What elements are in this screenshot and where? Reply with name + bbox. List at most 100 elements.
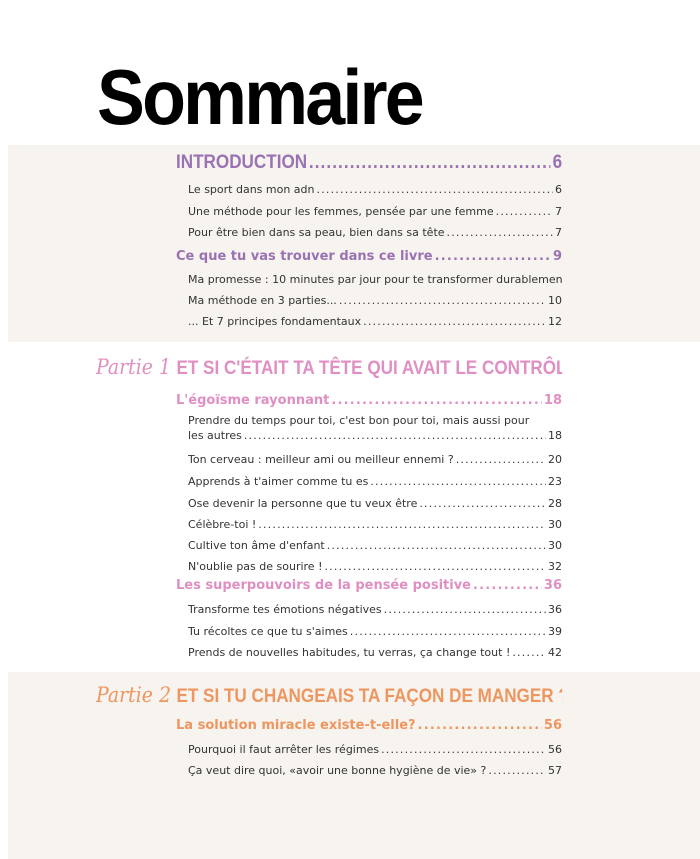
entry-title: Ton cerveau : meilleur ami ou meilleur e… <box>188 453 454 466</box>
entry-title: Pourquoi il faut arrêter les régimes <box>188 743 380 756</box>
intro-heading[interactable]: INTRODUCTION 6 <box>176 152 562 174</box>
entry-title: Les superpouvoirs de la pensée positive <box>176 578 471 593</box>
intro-band <box>8 145 700 342</box>
page-number: 57 <box>548 764 562 777</box>
toc-item[interactable]: ... Et 7 principes fondamentaux 12 <box>188 315 562 328</box>
toc-item[interactable]: Cultive ton âme d'enfant 30 <box>188 539 562 552</box>
partie1-heading[interactable]: Partie 1 ET SI C'ÉTAIT TA TÊTE QUI AVAIT … <box>96 354 562 382</box>
leader-dots <box>258 518 546 531</box>
entry-title: Ma promesse : 10 minutes par jour pour t… <box>188 273 562 286</box>
page-number: 32 <box>548 560 562 573</box>
leader-dots <box>309 152 551 174</box>
leader-dots <box>435 249 551 265</box>
toc-item[interactable]: Une méthode pour les femmes, pensée par … <box>188 205 562 218</box>
page-number: 6 <box>555 183 562 196</box>
leader-dots <box>496 205 553 218</box>
toc-item[interactable]: Pourquoi il faut arrêter les régimes 56 <box>188 743 562 756</box>
entry-title: Célèbre-toi ! <box>188 518 257 531</box>
section-heading[interactable]: La solution miracle existe-t-elle? 56 <box>176 718 562 734</box>
leader-dots <box>512 646 546 659</box>
partie-script-label: Partie 1 <box>96 355 172 379</box>
page-number: 36 <box>548 603 562 616</box>
entry-title: Ma méthode en 3 parties... <box>188 294 337 307</box>
leader-dots <box>384 603 546 616</box>
entry-title: Une méthode pour les femmes, pensée par … <box>188 205 494 218</box>
entry-title: ET SI C'ÉTAIT TA TÊTE QUI AVAIT LE CONTR… <box>176 358 563 379</box>
leader-dots <box>327 539 546 552</box>
page-number: 10 <box>548 294 562 307</box>
leader-dots <box>331 393 542 409</box>
entry-title: Apprends à t'aimer comme tu es <box>188 475 369 488</box>
leader-dots <box>370 475 546 488</box>
page-number: 42 <box>548 646 562 659</box>
entry-title: Transforme tes émotions négatives <box>188 603 382 616</box>
toc-item[interactable]: Ma méthode en 3 parties... 10 <box>188 294 562 307</box>
page-number: 39 <box>548 625 562 638</box>
leader-dots <box>244 429 546 442</box>
leader-dots <box>324 560 546 573</box>
toc-item[interactable]: N'oublie pas de sourire ! 32 <box>188 560 562 573</box>
section-heading[interactable]: Ce que tu vas trouver dans ce livre 9 <box>176 249 562 265</box>
leader-dots <box>339 294 546 307</box>
leader-dots <box>350 625 546 638</box>
toc-item[interactable]: Prends de nouvelles habitudes, tu verras… <box>188 646 562 659</box>
leader-dots <box>473 578 542 594</box>
leader-dots <box>418 718 542 734</box>
page-number: 12 <box>548 315 562 328</box>
leader-dots <box>317 183 553 196</box>
entry-title: La solution miracle existe-t-elle? <box>176 718 416 733</box>
toc-item[interactable]: Tu récoltes ce que tu s'aimes 39 <box>188 625 562 638</box>
entry-title: Ça veut dire quoi, «avoir une bonne hygi… <box>188 764 487 777</box>
toc-item[interactable]: Pour être bien dans sa peau, bien dans s… <box>188 226 562 239</box>
entry-title: les autres <box>188 429 242 442</box>
page-number: 6 <box>552 152 563 173</box>
entry-title: INTRODUCTION <box>176 152 308 173</box>
entry-title: ... Et 7 principes fondamentaux <box>188 315 362 328</box>
page-number: 36 <box>543 578 562 593</box>
toc-item[interactable]: Transforme tes émotions négatives 36 <box>188 603 562 616</box>
entry-title-line1: Prendre du temps pour toi, c'est bon pou… <box>188 414 530 427</box>
toc-item[interactable]: Ma promesse : 10 minutes par jour pour t… <box>188 273 562 286</box>
entry-title: Ose devenir la personne que tu veux être <box>188 497 418 510</box>
entry-title: Pour être bien dans sa peau, bien dans s… <box>188 226 445 239</box>
partie2-band <box>8 672 700 859</box>
entry-title: N'oublie pas de sourire ! <box>188 560 323 573</box>
toc-item[interactable]: Célèbre-toi ! 30 <box>188 518 562 531</box>
page-number: 7 <box>555 205 562 218</box>
entry-title: Le sport dans mon adn <box>188 183 315 196</box>
toc-item-wrapped-line2[interactable]: les autres 18 <box>188 429 562 442</box>
toc-item[interactable]: Apprends à t'aimer comme tu es 23 <box>188 475 562 488</box>
toc-item[interactable]: Ose devenir la personne que tu veux être… <box>188 497 562 510</box>
page-number: 56 <box>543 718 562 733</box>
leader-dots <box>381 743 546 756</box>
entry-title: L'égoïsme rayonnant <box>176 393 330 408</box>
section-heading[interactable]: Les superpouvoirs de la pensée positive 3… <box>176 578 562 594</box>
toc-item-wrapped[interactable]: Prendre du temps pour toi, c'est bon pou… <box>188 414 548 427</box>
page-number: 9 <box>552 249 562 264</box>
page-number: 30 <box>548 518 562 531</box>
partie2-heading[interactable]: Partie 2 ET SI TU CHANGEAIS TA FAÇON DE M… <box>96 682 562 710</box>
page-number: 20 <box>548 453 562 466</box>
toc-item[interactable]: Ça veut dire quoi, «avoir une bonne hygi… <box>188 764 562 777</box>
leader-dots <box>363 315 546 328</box>
toc-item[interactable]: Ton cerveau : meilleur ami ou meilleur e… <box>188 453 562 466</box>
page-number: 28 <box>548 497 562 510</box>
leader-dots <box>419 497 546 510</box>
page-number: 7 <box>555 226 562 239</box>
page-title: Sommaire <box>97 53 425 141</box>
entry-title: Tu récoltes ce que tu s'aimes <box>188 625 348 638</box>
page-number: 56 <box>548 743 562 756</box>
entry-title: Prends de nouvelles habitudes, tu verras… <box>188 646 511 659</box>
entry-title: Cultive ton âme d'enfant <box>188 539 325 552</box>
toc-item[interactable]: Le sport dans mon adn 6 <box>188 183 562 196</box>
page-number: 30 <box>548 539 562 552</box>
page-number: 18 <box>543 393 562 408</box>
page-number: 18 <box>548 429 562 442</box>
leader-dots <box>456 453 546 466</box>
leader-dots <box>447 226 553 239</box>
section-heading[interactable]: L'égoïsme rayonnant 18 <box>176 393 562 409</box>
entry-title: ET SI TU CHANGEAIS TA FAÇON DE MANGER ? <box>176 686 563 707</box>
entry-title: Ce que tu vas trouver dans ce livre <box>176 249 433 264</box>
page-number: 23 <box>548 475 562 488</box>
leader-dots <box>488 764 546 777</box>
